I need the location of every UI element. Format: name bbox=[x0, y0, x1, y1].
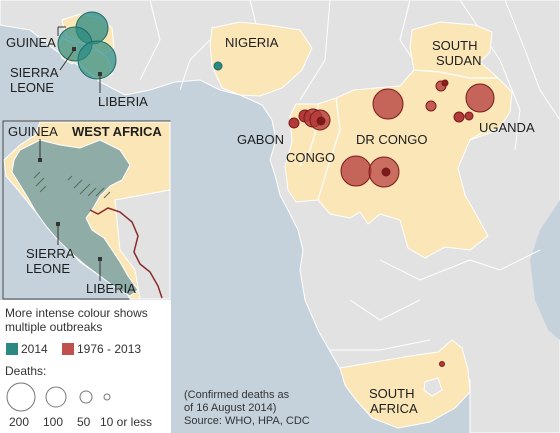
legend-size-label-100: 100 bbox=[43, 415, 63, 429]
label-liberia: LIBERIA bbox=[98, 94, 148, 109]
inset-hatched-2 bbox=[33, 171, 47, 193]
inset-title: WEST AFRICA bbox=[72, 124, 162, 139]
outbreak-drc-kasai-2 bbox=[381, 167, 391, 177]
nigeria-shape bbox=[209, 21, 313, 97]
legend-label-historic: 1976 - 2013 bbox=[77, 342, 141, 356]
indian-ocean bbox=[530, 200, 560, 340]
inset-label-sierra-1: SIERRA bbox=[26, 246, 75, 261]
label-sierra-1: SIERRA bbox=[10, 65, 59, 80]
label-nigeria: NIGERIA bbox=[225, 35, 279, 50]
legend-panel bbox=[0, 300, 171, 433]
outbreak-liberia-2014 bbox=[77, 40, 117, 80]
legend: More intense colour shows multiple outbr… bbox=[0, 300, 171, 433]
legend-size-label-200: 200 bbox=[9, 415, 29, 429]
legend-swatch-historic bbox=[62, 343, 74, 355]
inset-label-guinea: GUINEA bbox=[8, 124, 58, 139]
west-africa-inset: GUINEA WEST AFRICA SIERRA LEONE LIBERIA bbox=[2, 120, 171, 300]
label-south-africa-1: SOUTH bbox=[369, 386, 415, 401]
source-line-1: (Confirmed deaths as bbox=[184, 389, 290, 401]
label-congo: CONGO bbox=[286, 150, 335, 165]
inset-red-border bbox=[89, 207, 163, 299]
legend-note-1: More intense colour shows bbox=[5, 306, 148, 320]
label-sierra-2: LEONE bbox=[10, 80, 54, 95]
source-note: (Confirmed deaths as of 16 August 2014) … bbox=[184, 389, 310, 427]
outbreak-gabon-1 bbox=[288, 117, 300, 129]
outbreak-drc-ne bbox=[425, 100, 437, 112]
lesotho-shape bbox=[423, 377, 443, 397]
source-line-3: Source: WHO, HPA, CDC bbox=[184, 415, 310, 427]
label-south-sudan-1: SOUTH bbox=[432, 38, 478, 53]
outbreaks-2014 bbox=[57, 11, 223, 80]
label-gabon: GABON bbox=[237, 132, 284, 147]
central-africa-shape bbox=[284, 21, 513, 259]
outbreak-uganda bbox=[465, 83, 495, 113]
legend-size-label-10: 10 or less bbox=[100, 415, 152, 429]
inset-label-liberia: LIBERIA bbox=[86, 281, 136, 296]
inset-land-right bbox=[114, 189, 171, 300]
label-south-africa-2: AFRICA bbox=[370, 401, 418, 416]
source-line-2: of 16 August 2014) bbox=[184, 402, 276, 414]
outbreaks-historic bbox=[288, 79, 495, 367]
legend-size-10 bbox=[103, 393, 111, 401]
inset-hatched bbox=[67, 175, 111, 199]
legend-size-100 bbox=[45, 386, 67, 408]
legend-note-2: multiple outbreaks bbox=[5, 320, 102, 334]
outbreak-uganda-3 bbox=[453, 111, 465, 123]
main-labels: GUINEA SIERRA LEONE LIBERIA NIGERIA SOUT… bbox=[6, 26, 535, 416]
label-south-sudan-2: SUDAN bbox=[436, 53, 482, 68]
legend-size-50 bbox=[79, 390, 93, 404]
outbreak-uganda-2 bbox=[464, 111, 474, 121]
label-dr-congo: DR CONGO bbox=[356, 132, 428, 147]
south-africa-shape bbox=[339, 339, 471, 429]
label-guinea: GUINEA bbox=[6, 35, 56, 50]
outbreak-drc-kikwit bbox=[340, 155, 372, 187]
outbreak-drc-north bbox=[372, 88, 404, 120]
outbreak-south-africa bbox=[439, 361, 445, 367]
outbreak-sudan-2 bbox=[441, 79, 449, 87]
legend-deaths-title: Deaths: bbox=[5, 364, 46, 378]
legend-swatch-2014 bbox=[6, 343, 18, 355]
legend-size-label-50: 50 bbox=[77, 415, 91, 429]
arabian-peninsula bbox=[504, 0, 560, 121]
inset-label-sierra-2: LEONE bbox=[26, 261, 70, 276]
legend-label-2014: 2014 bbox=[21, 342, 48, 356]
outbreak-nigeria-2014 bbox=[213, 61, 223, 71]
outbreak-congo-2 bbox=[316, 116, 326, 126]
legend-size-200 bbox=[6, 382, 36, 412]
label-uganda: UGANDA bbox=[479, 120, 535, 135]
